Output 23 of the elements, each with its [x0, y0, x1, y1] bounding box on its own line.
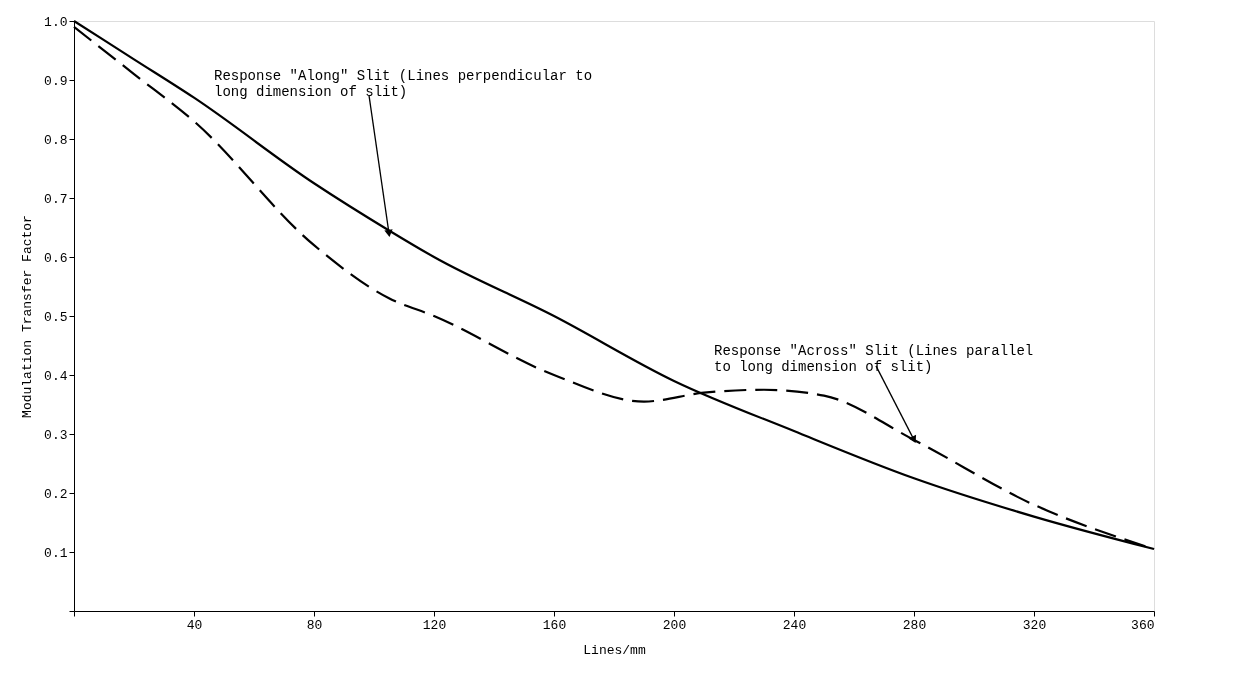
x-tick-label: 40	[186, 617, 203, 633]
y-tick-label: 0.5	[44, 309, 68, 325]
y-tick-label: 1.0	[44, 14, 68, 30]
y-axis-title: Modulation Transfer Factor	[20, 215, 36, 418]
y-tick-label: 0.4	[44, 368, 68, 384]
x-tick-label: 320	[1022, 617, 1047, 633]
x-tick-label: 360	[1131, 617, 1155, 633]
x-tick-label: 240	[782, 617, 807, 633]
x-tick-label: 280	[902, 617, 927, 633]
x-tick-label: 160	[542, 617, 567, 633]
y-tick-label: 0.2	[44, 486, 68, 502]
x-tick-label: 120	[422, 617, 447, 633]
x-tick-label: 80	[306, 617, 323, 633]
annotation: Response "Across" Slit (Lines parallel to long dimension of slit)	[714, 342, 1034, 375]
y-tick-label: 0.8	[44, 132, 68, 148]
x-axis-title: Lines/mm	[583, 642, 646, 658]
y-tick-label: 0.1	[44, 545, 68, 561]
y-tick-label: 0.3	[44, 427, 68, 443]
x-tick-label: 200	[662, 617, 687, 633]
y-tick-label: 0.6	[44, 250, 68, 266]
y-tick-label: 0.7	[44, 191, 68, 207]
annotation: Response "Along" Slit (Lines perpendicular to long dimension of slit)	[214, 68, 593, 101]
y-tick-label: 0.9	[44, 73, 68, 89]
